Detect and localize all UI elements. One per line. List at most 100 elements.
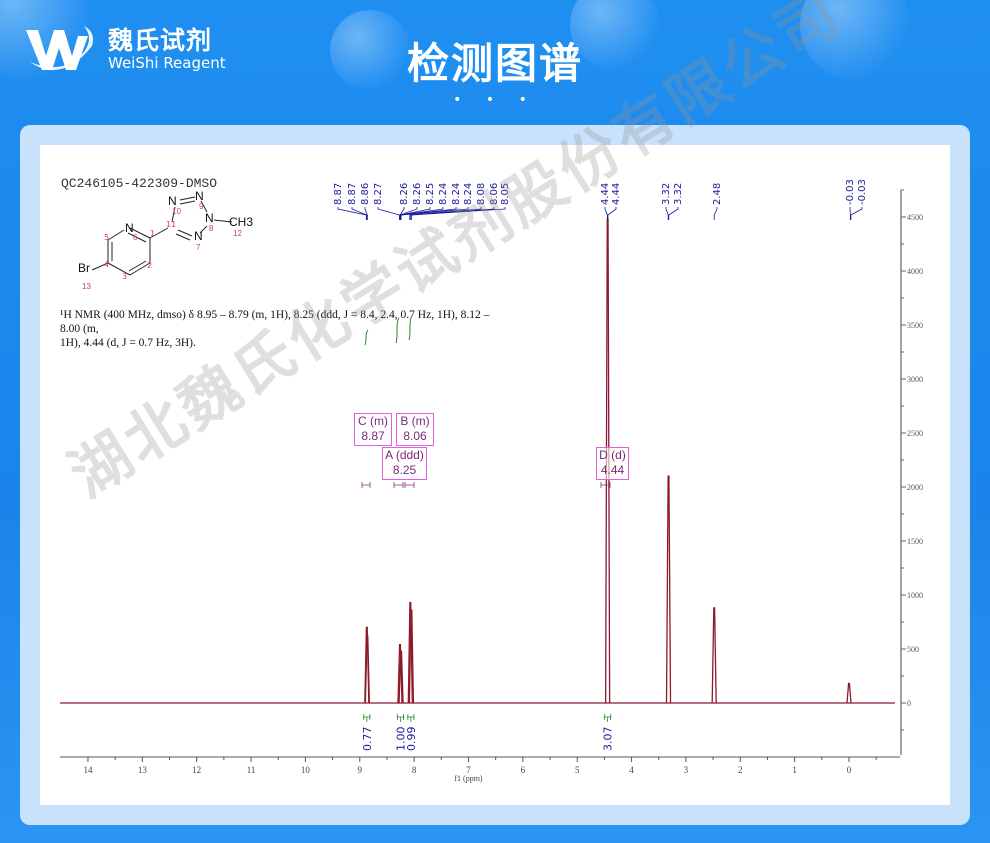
peak-label: 8.87 — [347, 183, 358, 205]
peak-label: -0.03 — [857, 179, 868, 205]
integral-value: 3.07 — [602, 727, 615, 752]
peak-label: 2.48 — [712, 183, 723, 205]
y-tick-label: 1500 — [907, 537, 923, 546]
nmr-line-2: 1H), 4.44 (d, J = 0.7 Hz, 3H). — [60, 337, 196, 349]
molecule-bond — [199, 225, 208, 234]
peak-label: -0.03 — [845, 179, 856, 205]
molecule-bond — [129, 262, 151, 276]
spectrum-peak — [665, 475, 672, 704]
peak-label: 8.87 — [333, 183, 344, 205]
integral-value: 0.99 — [405, 727, 418, 752]
peak-label-connector — [665, 207, 669, 220]
multiplet-box: C (m) 8.87 — [354, 413, 392, 446]
multiplet-box: A (ddd) 8.25 — [382, 447, 427, 480]
brand-logo: 魏氏试剂 WeiShi Reagent — [22, 22, 226, 76]
molecule-bond — [127, 232, 147, 243]
integral-curve — [364, 329, 369, 346]
molecule-bond — [91, 262, 109, 271]
title-dots: • • • — [453, 92, 537, 108]
peak-label: 4.44 — [611, 183, 622, 205]
decor-bubble — [330, 10, 410, 90]
integral-value: 1.00 — [395, 727, 408, 752]
molecule-bond — [128, 260, 147, 272]
integral-marker — [396, 714, 405, 722]
molecule-bond — [179, 200, 196, 205]
molecule-atom-n: N — [168, 194, 177, 208]
x-tick-label: 12 — [192, 765, 201, 775]
x-axis-label: f1 (ppm) — [454, 774, 483, 783]
molecule-atom-n: N — [205, 211, 214, 225]
molecule-bond — [107, 229, 125, 241]
multiplet-box: D (d) 4.44 — [596, 447, 629, 480]
peak-label-connector — [377, 207, 400, 220]
integral-marker — [362, 714, 371, 722]
decor-bubble — [570, 0, 660, 70]
molecule-bond — [129, 227, 151, 239]
molecule-bond — [200, 200, 208, 213]
multiplet-name: B (m) — [400, 414, 430, 428]
y-tick-label: 4000 — [907, 267, 923, 276]
peak-label: 3.32 — [673, 183, 684, 205]
integral-marker — [406, 714, 415, 722]
multiplet-range — [404, 482, 415, 488]
molecule-atom-number: 12 — [233, 229, 242, 238]
molecule-atom-number: 7 — [196, 243, 201, 252]
molecule-carbon-number: 5 — [104, 233, 109, 242]
x-tick-label: 4 — [629, 765, 634, 775]
x-tick-label: 14 — [83, 765, 93, 775]
multiplet-shift: 8.06 — [403, 429, 427, 443]
peak-label-connector — [400, 207, 469, 220]
peak-label-connector — [713, 207, 718, 220]
molecule-carbon-number: 2 — [147, 261, 152, 270]
peak-label-connector — [399, 207, 418, 220]
peak-label-connector — [400, 207, 431, 220]
molecule-bond — [177, 229, 193, 237]
multiplet-range — [600, 482, 611, 488]
y-tick-label: 0 — [907, 699, 911, 708]
x-tick-label: 6 — [521, 765, 526, 775]
y-tick-label: 500 — [907, 645, 919, 654]
peak-label-connector — [607, 207, 617, 220]
multiplet-shift: 8.87 — [361, 429, 385, 443]
integral-marker — [603, 714, 612, 722]
x-tick-label: 8 — [412, 765, 417, 775]
molecule-atom-n: N — [125, 221, 134, 235]
spectrum-peak — [364, 635, 371, 704]
molecule-carbon-number: 1 — [150, 229, 155, 238]
multiplet-box: B (m) 8.06 — [396, 413, 434, 446]
y-tick-label: 1000 — [907, 591, 923, 600]
peak-label: 8.05 — [500, 183, 511, 205]
peak-label-connector — [337, 207, 367, 220]
x-tick-label: 13 — [138, 765, 148, 775]
molecule-bond — [107, 262, 131, 276]
spectrum-peak — [407, 601, 413, 704]
y-tick-label: 2500 — [907, 429, 923, 438]
molecule-bond — [213, 219, 233, 223]
peak-label-connector — [850, 207, 863, 220]
x-tick-label: 11 — [247, 765, 256, 775]
multiplet-name: C (m) — [358, 414, 388, 428]
integral-curve — [395, 317, 400, 344]
molecule-bond — [149, 227, 169, 239]
molecule-atom-number: 10 — [172, 207, 181, 216]
peak-label: 3.32 — [661, 183, 672, 205]
molecule-atom-number: 9 — [199, 202, 204, 211]
peak-label: 8.27 — [373, 183, 384, 205]
peak-label: 8.06 — [489, 183, 500, 205]
x-tick-label: 1 — [792, 765, 797, 775]
x-tick-label: 5 — [575, 765, 580, 775]
molecule-carbon-number: 11 — [166, 220, 176, 229]
molecule-atom-number: 6 — [133, 233, 138, 242]
logo-chinese: 魏氏试剂 — [108, 25, 213, 55]
multiplet-shift: 8.25 — [392, 463, 417, 477]
molecule-carbon-number: 3 — [122, 272, 127, 281]
molecule-atom-number: 8 — [209, 224, 214, 233]
molecule-atom-number: 13 — [82, 282, 91, 291]
spectrum-peak — [408, 609, 415, 704]
peak-label-connector — [411, 207, 506, 220]
x-tick-label: 9 — [358, 765, 363, 775]
molecule-bond — [175, 233, 191, 241]
peak-label: 8.25 — [425, 183, 436, 205]
peak-label-connector — [409, 207, 482, 220]
peak-label: 4.44 — [600, 183, 611, 205]
